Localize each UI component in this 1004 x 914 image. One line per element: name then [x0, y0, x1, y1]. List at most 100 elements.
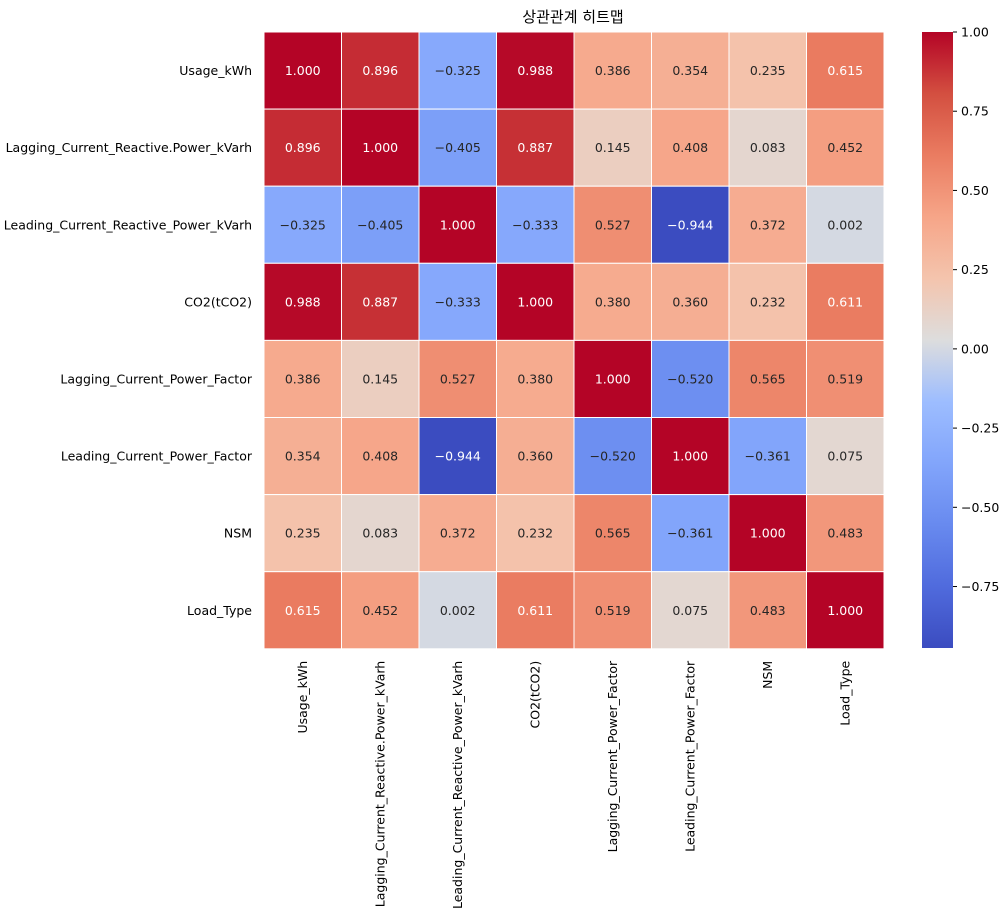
colorbar-ticks: 1.00 0.75 0.50 0.25 0.00 −0.25 −0.50 −0.75 — [953, 25, 999, 594]
cell-annotation-r0-c1: 0.896 — [362, 63, 398, 78]
cell-annotation-r4-c4: 1.000 — [595, 371, 631, 386]
heatmap-cell-r0-c7 — [806, 31, 885, 110]
cell-annotation-r1-c2: −0.405 — [435, 140, 481, 155]
heatmap-cell-r1-c4 — [573, 108, 652, 187]
heatmap-cell-r5-c6 — [728, 417, 807, 496]
cell-annotation-r7-c7: 1.000 — [827, 603, 863, 618]
cell-annotations: 1.000 0.896 −0.325 0.988 0.386 0.354 0.235 0.61… — [280, 63, 864, 618]
heatmap-cell-r4-c6 — [728, 339, 807, 418]
row-label-2: Leading_Current_Reactive_Power_kVarh — [4, 217, 252, 232]
heatmap-cell-r6-c1 — [341, 494, 420, 573]
heatmap-cell-r3-c6 — [728, 262, 807, 341]
cell-annotation-r0-c0: 1.000 — [285, 63, 321, 78]
heatmap-cell-r7-c5 — [651, 571, 730, 650]
row-label-4: Lagging_Current_Power_Factor — [60, 371, 252, 386]
cell-annotation-r7-c6: 0.483 — [750, 603, 786, 618]
column-label-5: Leading_Current_Power_Factor — [683, 660, 698, 852]
colorbar-tick-label-3: 0.25 — [961, 262, 989, 277]
cell-annotation-r6-c4: 0.565 — [595, 526, 631, 541]
cell-annotation-r7-c5: 0.075 — [672, 603, 708, 618]
row-label-6: NSM — [224, 526, 252, 541]
cell-annotation-r2-c6: 0.372 — [750, 217, 786, 232]
heatmap-cell-r0-c4 — [573, 31, 652, 110]
row-label-7: Load_Type — [187, 603, 252, 618]
colorbar-tick-label-1: 0.75 — [961, 104, 989, 119]
colorbar-tick-label-5: −0.25 — [961, 421, 999, 436]
heatmap-cell-r5-c1 — [341, 417, 420, 496]
cell-annotation-r0-c4: 0.386 — [595, 63, 631, 78]
column-label-2: Leading_Current_Reactive_Power_kVarh — [450, 661, 465, 909]
cell-annotation-r1-c0: 0.896 — [285, 140, 321, 155]
cell-annotation-r0-c2: −0.325 — [435, 63, 481, 78]
heatmap-cell-r5-c7 — [806, 417, 885, 496]
heatmap-cell-r0-c5 — [651, 31, 730, 110]
cell-annotation-r4-c2: 0.527 — [440, 371, 476, 386]
heatmap-cell-r1-c7 — [806, 108, 885, 187]
heatmap-cells — [263, 31, 885, 650]
heatmap-cell-r7-c2 — [418, 571, 497, 650]
colorbar-tick-label-4: 0.00 — [961, 341, 989, 356]
row-label-5: Leading_Current_Power_Factor — [61, 449, 253, 464]
row-label-3: CO2(tCO2) — [184, 294, 252, 309]
heatmap-cell-r3-c0 — [263, 262, 342, 341]
cell-annotation-r2-c4: 0.527 — [595, 217, 631, 232]
cell-annotation-r1-c1: 1.000 — [362, 140, 398, 155]
heatmap-cell-r6-c0 — [263, 494, 342, 573]
cell-annotation-r5-c3: 0.360 — [517, 449, 553, 464]
cell-annotation-r5-c1: 0.408 — [362, 449, 398, 464]
heatmap-cell-r0-c3 — [496, 31, 575, 110]
cell-annotation-r4-c5: −0.520 — [667, 371, 713, 386]
cell-annotation-r1-c6: 0.083 — [750, 140, 786, 155]
heatmap-cell-r2-c2 — [418, 185, 497, 264]
cell-annotation-r6-c7: 0.483 — [827, 526, 863, 541]
column-label-0: Usage_kWh — [295, 661, 310, 734]
cell-annotation-r3-c3: 1.000 — [517, 294, 553, 309]
cell-annotation-r3-c2: −0.333 — [435, 294, 481, 309]
row-labels: Usage_kWh Lagging_Current_Reactive.Power_… — [4, 63, 253, 618]
chart-title: 상관관계 히트맵 — [522, 8, 623, 26]
cell-annotation-r3-c7: 0.611 — [827, 294, 863, 309]
cell-annotation-r4-c0: 0.386 — [285, 371, 321, 386]
cell-annotation-r1-c7: 0.452 — [827, 140, 863, 155]
column-label-6: NSM — [760, 661, 775, 689]
cell-annotation-r2-c5: −0.944 — [667, 217, 713, 232]
heatmap-cell-r1-c3 — [496, 108, 575, 187]
cell-annotation-r7-c3: 0.611 — [517, 603, 553, 618]
cell-annotation-r7-c2: 0.002 — [440, 603, 476, 618]
cell-annotation-r4-c1: 0.145 — [362, 371, 398, 386]
heatmap-cell-r2-c4 — [573, 185, 652, 264]
heatmap-cell-r4-c5 — [651, 339, 730, 418]
cell-annotation-r5-c2: −0.944 — [435, 449, 481, 464]
cell-annotation-r5-c7: 0.075 — [827, 449, 863, 464]
colorbar-tick-label-2: 0.50 — [961, 183, 989, 198]
cell-annotation-r6-c2: 0.372 — [440, 526, 476, 541]
heatmap-cell-r4-c7 — [806, 339, 885, 418]
heatmap-cell-r3-c2 — [418, 262, 497, 341]
column-label-3: CO2(tCO2) — [528, 661, 543, 729]
heatmap-cell-r2-c6 — [728, 185, 807, 264]
heatmap-cell-r3-c3 — [496, 262, 575, 341]
column-labels: Usage_kWh Lagging_Current_Reactive.Power_… — [295, 660, 853, 909]
cell-annotation-r5-c0: 0.354 — [285, 449, 321, 464]
cell-annotation-r2-c2: 1.000 — [440, 217, 476, 232]
cell-annotation-r4-c3: 0.380 — [517, 371, 553, 386]
heatmap-cell-r2-c3 — [496, 185, 575, 264]
column-label-4: Lagging_Current_Power_Factor — [605, 660, 620, 852]
cell-annotation-r3-c0: 0.988 — [285, 294, 321, 309]
heatmap-cell-r6-c2 — [418, 494, 497, 573]
colorbar-tick-label-6: −0.50 — [961, 500, 999, 515]
cell-annotation-r6-c3: 0.232 — [517, 526, 553, 541]
heatmap-cell-r0-c1 — [341, 31, 420, 110]
heatmap-cell-r2-c0 — [263, 185, 342, 264]
cell-annotation-r2-c3: −0.333 — [512, 217, 558, 232]
cell-annotation-r4-c6: 0.565 — [750, 371, 786, 386]
heatmap-cell-r0-c0 — [263, 31, 342, 110]
cell-annotation-r1-c3: 0.887 — [517, 140, 553, 155]
cell-annotation-r5-c4: −0.520 — [590, 449, 636, 464]
colorbar-tick-label-7: −0.75 — [961, 579, 999, 594]
cell-annotation-r7-c0: 0.615 — [285, 603, 321, 618]
heatmap-cell-r0-c2 — [418, 31, 497, 110]
heatmap-cell-r1-c1 — [341, 108, 420, 187]
